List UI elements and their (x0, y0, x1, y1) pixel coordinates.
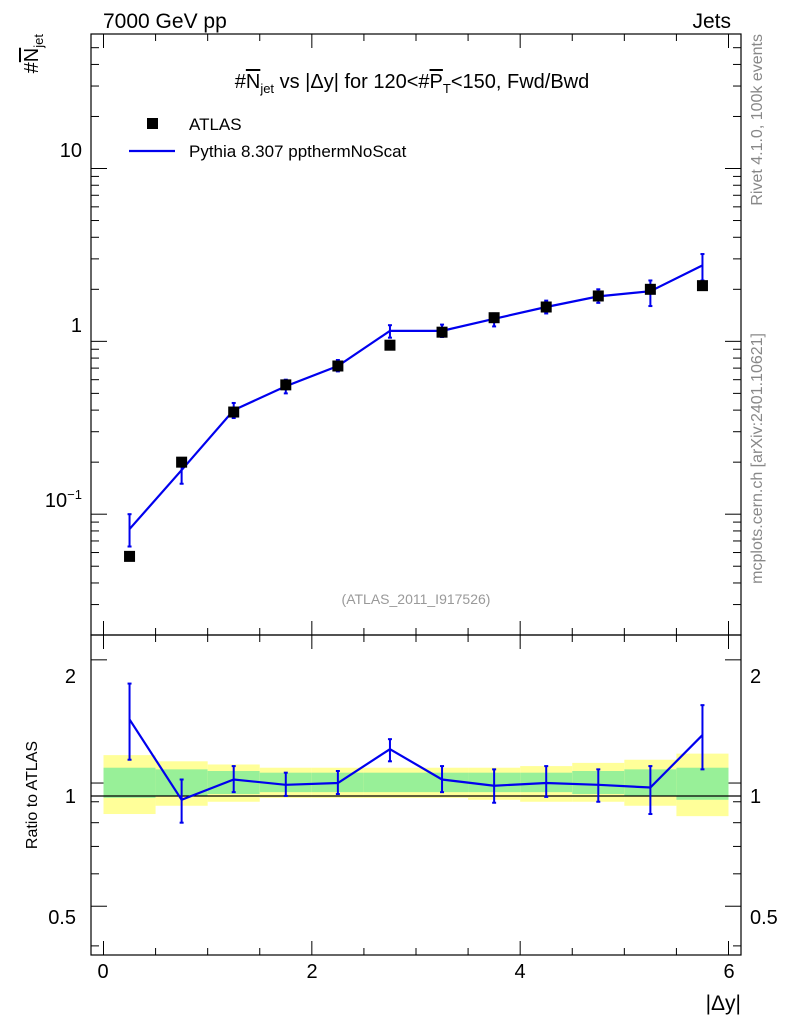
plot-title: #Njet vs |Δy| for 120<#PT<150, Fwd/Bwd (235, 71, 590, 96)
mc-line (128, 264, 703, 530)
ratio-line (128, 718, 704, 802)
data-point (332, 360, 344, 372)
data-point (644, 283, 656, 295)
legend-data-label: ATLAS (189, 115, 242, 134)
data-series (124, 280, 708, 562)
x-axis-label: |Δy| (706, 992, 741, 1015)
data-point (228, 406, 240, 418)
ratio-tick-label-2: 2 (65, 666, 76, 688)
x-tick-label-0: 0 (97, 961, 108, 983)
analysis-watermark: (ATLAS_2011_I917526) (342, 591, 491, 607)
data-point (176, 456, 188, 468)
data-point (696, 280, 708, 292)
data-point (436, 326, 448, 338)
data-point (280, 379, 292, 391)
legend: ATLAS Pythia 8.307 ppthermNoScat (129, 115, 407, 161)
ratio-band-inner (363, 772, 416, 793)
ratio-band-inner (103, 767, 156, 798)
rivet-info: Rivet 4.1.0, 100k events (749, 34, 766, 206)
axis-ticks (91, 33, 741, 955)
ratio-tick-label-2-right: 2 (750, 666, 761, 688)
mc-series (127, 253, 705, 548)
y-tick-label-0.1: 10−1 (45, 487, 82, 512)
ratio-tick-label-0.5-right: 0.5 (750, 907, 778, 929)
legend-mc-label: Pythia 8.307 ppthermNoScat (189, 142, 407, 161)
x-tick-label-2: 2 (306, 961, 317, 983)
ratio-series (127, 682, 705, 824)
data-point (384, 339, 396, 351)
category-label: Jets (692, 10, 731, 33)
mcplots-info: mcplots.cern.ch [arXiv:2401.10621] (749, 333, 766, 584)
ratio-tick-label-1-right: 1 (750, 786, 761, 808)
beam-label: 7000 GeV pp (103, 10, 227, 33)
ratio-y-axis-label: Ratio to ATLAS (24, 741, 41, 849)
data-point (592, 290, 604, 302)
axis-tick-labels: 10 1 10−1 2 1 0.5 2 1 0.5 0 2 4 6 (45, 140, 778, 983)
data-point (540, 301, 552, 313)
data-point (488, 312, 500, 324)
ratio-tick-label-1: 1 (65, 786, 76, 808)
data-point (124, 550, 136, 562)
ratio-uncertainty-bands (103, 753, 729, 817)
ratio-tick-label-0.5: 0.5 (48, 907, 76, 929)
y-tick-label-10: 10 (60, 140, 82, 162)
x-tick-label-6: 6 (723, 961, 734, 983)
y-axis-label: #Njet (21, 34, 46, 74)
y-tick-label-1: 1 (71, 315, 82, 337)
legend-data-marker (147, 118, 158, 129)
ratio-band-inner (676, 767, 729, 800)
x-tick-label-4: 4 (514, 961, 525, 983)
